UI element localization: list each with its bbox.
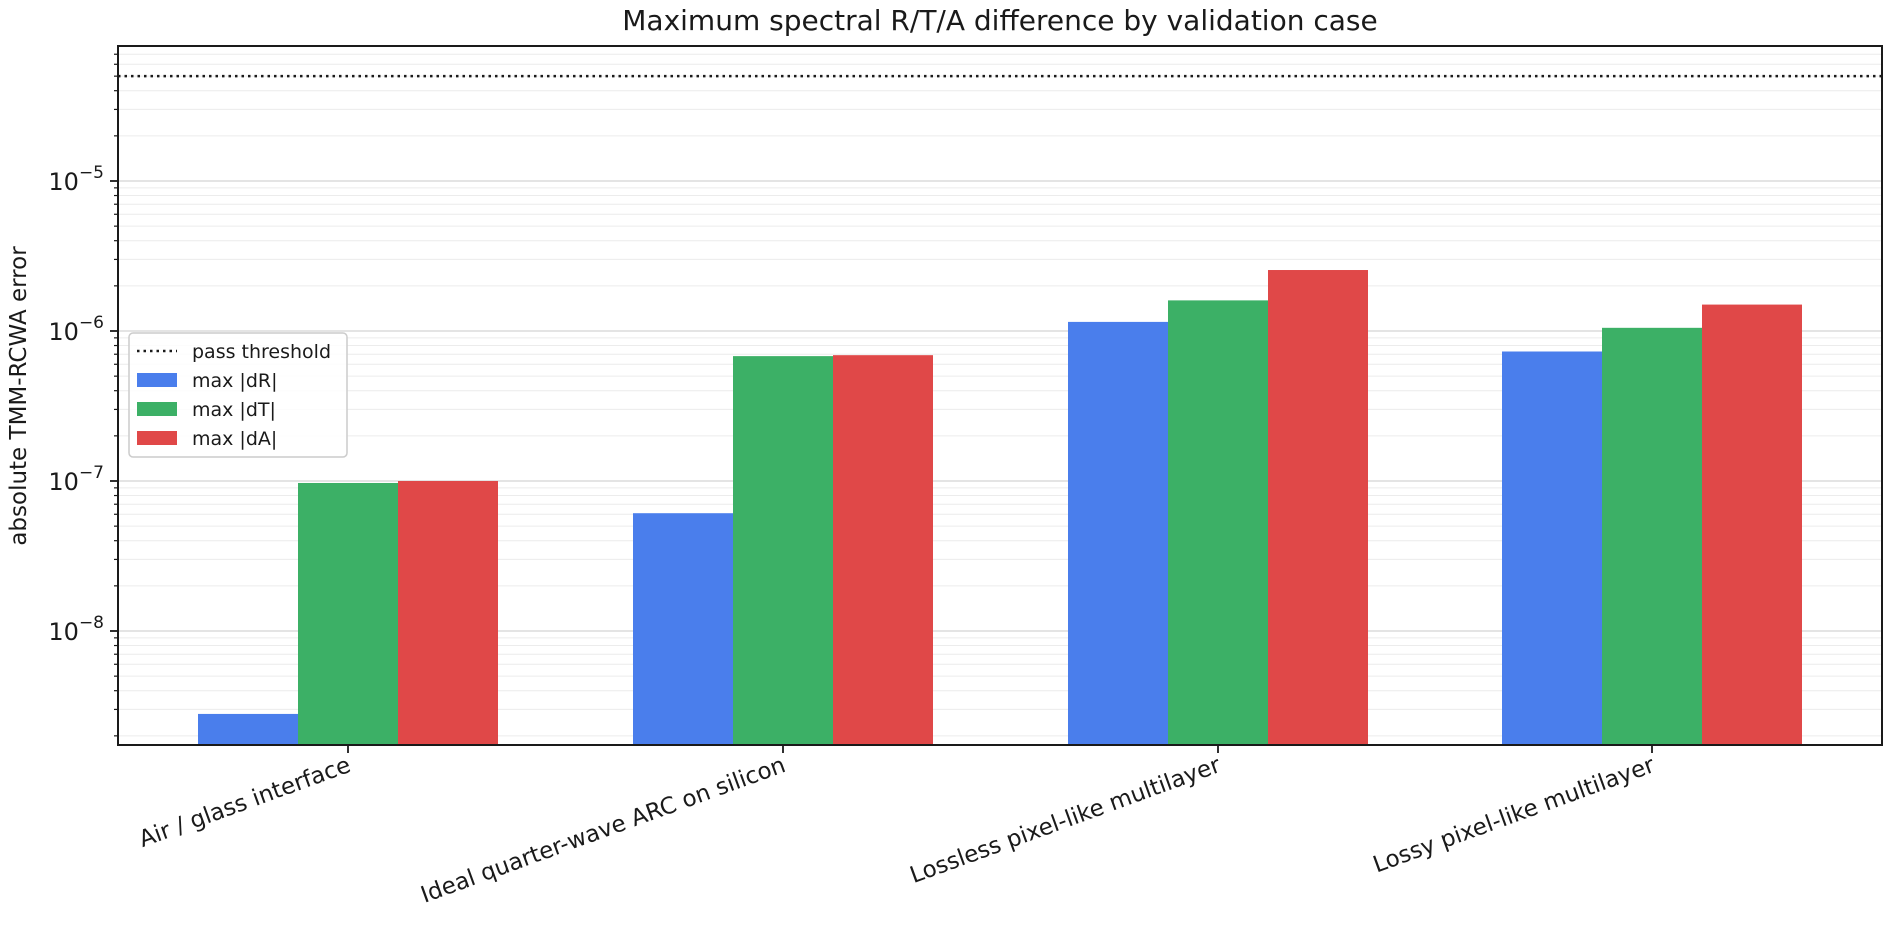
bar-dt-2 — [1168, 300, 1268, 745]
bar-dr-2 — [1068, 321, 1168, 745]
y-tick-label: 10−5 — [48, 163, 104, 196]
bar-dt-0 — [298, 482, 398, 745]
x-category-label: Lossless pixel-like multilayer — [907, 752, 1225, 889]
x-category-label: Air / glass interface — [136, 752, 354, 853]
x-category-label: Ideal quarter-wave ARC on silicon — [418, 752, 789, 908]
legend-label: max |dR| — [192, 370, 278, 392]
y-axis: 10−8 10−7 10−6 10−5 — [48, 53, 118, 737]
bar-dr-1 — [633, 513, 733, 745]
legend-swatch — [137, 431, 177, 445]
bar-da-2 — [1268, 270, 1368, 745]
bar-da-1 — [833, 355, 933, 745]
x-axis: Air / glass interface Ideal quarter-wave … — [136, 745, 1659, 909]
bars — [198, 270, 1802, 745]
bar-dr-3 — [1502, 351, 1602, 745]
bar-dt-3 — [1602, 327, 1702, 745]
legend-swatch — [137, 402, 177, 416]
y-axis-label: absolute TMM-RCWA error — [6, 246, 32, 546]
chart-title: Maximum spectral R/T/A difference by val… — [622, 4, 1377, 37]
plot-frame — [117, 45, 1883, 746]
legend: pass threshold max |dR| max |dT| max |dA| — [128, 332, 348, 458]
legend-label: pass threshold — [192, 341, 331, 363]
bar-da-3 — [1702, 304, 1802, 745]
legend-label: max |dA| — [192, 428, 277, 450]
legend-label: max |dT| — [192, 399, 276, 421]
y-tick-label: 10−6 — [48, 313, 104, 346]
legend-box — [128, 332, 348, 458]
legend-swatch — [137, 373, 177, 387]
x-category-label: Lossy pixel-like multilayer — [1370, 752, 1659, 878]
y-tick-label: 10−8 — [48, 613, 104, 646]
bar-dt-1 — [733, 356, 833, 745]
bar-da-0 — [398, 481, 498, 745]
y-tick-label: 10−7 — [48, 463, 104, 496]
bar-dr-0 — [198, 713, 298, 745]
